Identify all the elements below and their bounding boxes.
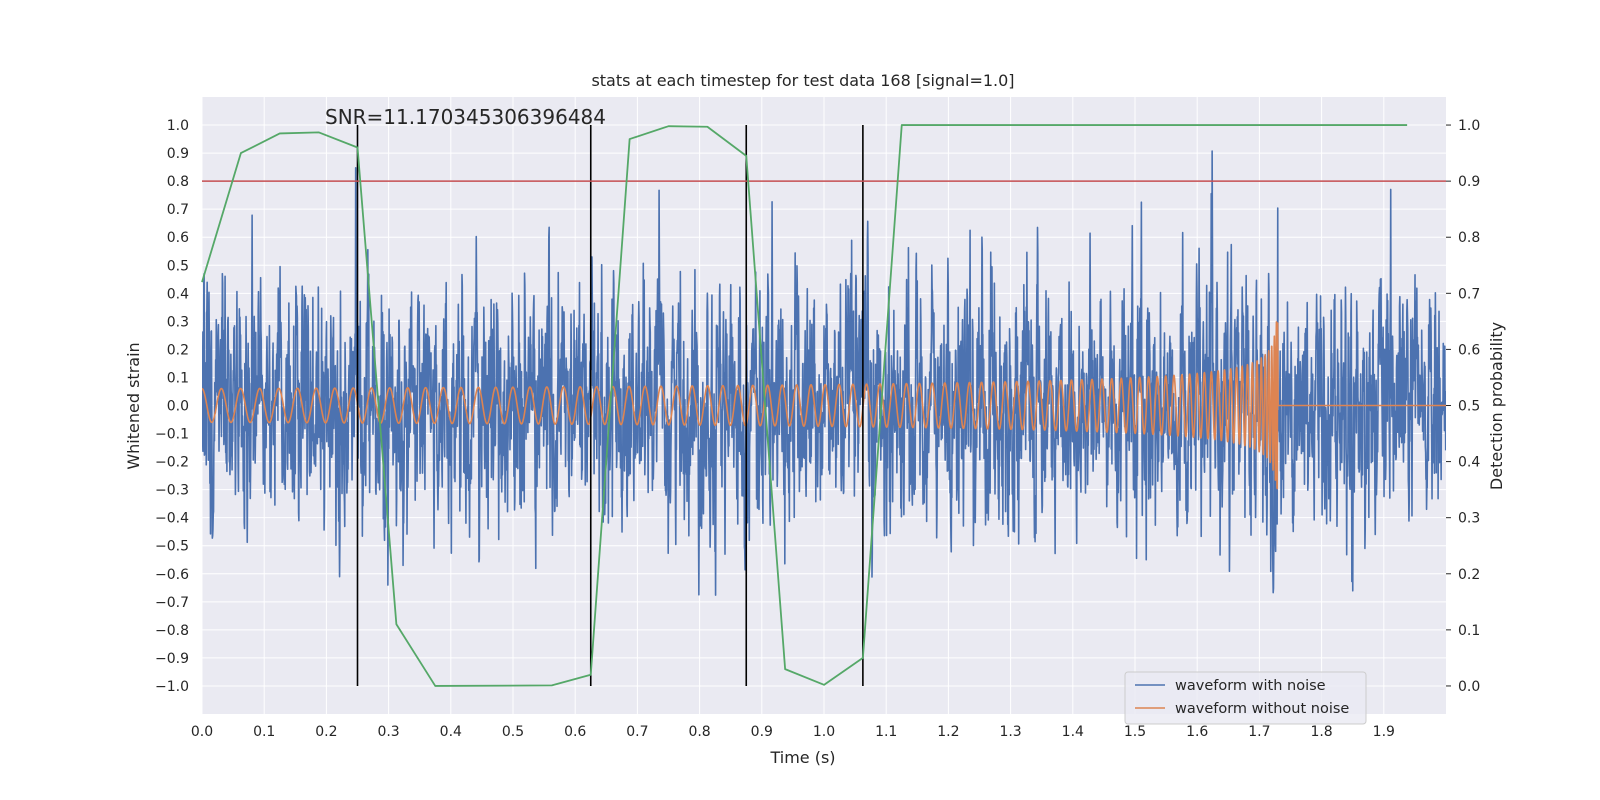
- series-line-waveform-with-noise: [202, 150, 1446, 596]
- vertical-lines: [356, 125, 864, 686]
- y2-axis-label: Detection probability: [1487, 322, 1506, 490]
- x-tick-label: 1.1: [875, 724, 897, 740]
- y2-tick-label: 0.9: [1458, 174, 1480, 190]
- y-tick-label: −1.0: [155, 679, 189, 695]
- y2-tick-label: 0.1: [1458, 623, 1480, 639]
- y-tick-label: 0.4: [167, 286, 189, 302]
- x-tick-label: 0.3: [377, 724, 399, 740]
- series-line-waveform-without-noise: [202, 321, 1446, 490]
- x-tick-label: 0.7: [626, 724, 648, 740]
- y-tick-label: −0.9: [155, 651, 189, 667]
- y-tick-label: −0.7: [155, 595, 189, 611]
- y2-tick-label: 0.0: [1458, 679, 1480, 695]
- x-tick-label: 0.4: [440, 724, 462, 740]
- series-layer: [202, 150, 1446, 596]
- x-tick-label: 1.6: [1186, 724, 1208, 740]
- y-tick-label: 0.3: [167, 314, 189, 330]
- y-tick-label: −0.3: [155, 483, 189, 499]
- x-tick-label: 1.8: [1310, 724, 1332, 740]
- x-tick-label: 0.1: [253, 724, 275, 740]
- series-line-detection-probability: [201, 124, 1408, 687]
- x-tick-label: 0.0: [191, 724, 213, 740]
- chart-title: stats at each timestep for test data 168…: [591, 71, 1014, 90]
- legend-label-clean: waveform without noise: [1175, 701, 1349, 717]
- x-tick-label: 0.8: [688, 724, 710, 740]
- legend-frame: [1124, 671, 1367, 725]
- x-tick-labels: 0.0 0.1 0.2 0.3 0.4 0.5 0.6 0.7 0.8 0.9 1.0 1.1 1.2 1…: [191, 724, 1395, 740]
- snr-annotation: SNR=11.170345306396484: [325, 105, 606, 129]
- y2-tick-label: 0.2: [1458, 567, 1480, 583]
- y-tick-label: −0.2: [155, 455, 189, 471]
- y2-tick-label: 0.5: [1458, 399, 1480, 415]
- y-tick-label: 0.1: [167, 370, 189, 386]
- x-tick-label: 1.3: [999, 724, 1021, 740]
- y-tick-label: 0.2: [167, 342, 189, 358]
- y2-tick-label: 0.7: [1458, 286, 1480, 302]
- probability-layer: [201, 124, 1408, 687]
- x-tick-label: 0.6: [564, 724, 586, 740]
- y-tick-label: −0.1: [155, 427, 189, 443]
- x-tick-label: 0.5: [502, 724, 524, 740]
- x-tick-label: 0.9: [751, 724, 773, 740]
- legend: waveform with noise waveform without noi…: [1124, 671, 1367, 725]
- y2-tick-label: 0.4: [1458, 455, 1480, 471]
- x-tick-label: 1.0: [813, 724, 835, 740]
- y2-tick-label: 0.6: [1458, 342, 1480, 358]
- x-tick-label: 1.2: [937, 724, 959, 740]
- y-tick-label: 0.9: [167, 146, 189, 162]
- y2-tick-labels: 1.0 0.9 0.8 0.7 0.6 0.5 0.4 0.3 0.2 0.1 0.0: [1446, 118, 1480, 695]
- y-axis-label: Whitened strain: [124, 342, 143, 469]
- y-tick-labels: 1.0 0.9 0.8 0.7 0.6 0.5 0.4 0.3 0.2 0.1 0.0 −0.1 −0.…: [155, 118, 189, 695]
- y-tick-label: 0.6: [167, 230, 189, 246]
- legend-label-noise: waveform with noise: [1175, 678, 1326, 694]
- y-tick-label: −0.5: [155, 539, 189, 555]
- x-tick-label: 1.9: [1373, 724, 1395, 740]
- y-tick-label: 0.5: [167, 258, 189, 274]
- x-tick-label: 1.5: [1124, 724, 1146, 740]
- y-tick-label: −0.6: [155, 567, 189, 583]
- x-tick-label: 1.4: [1062, 724, 1084, 740]
- y2-tick-label: 0.8: [1458, 230, 1480, 246]
- y-tick-label: −0.8: [155, 623, 189, 639]
- x-axis-label: Time (s): [769, 748, 835, 767]
- y2-tick-label: 1.0: [1458, 118, 1480, 134]
- x-tick-label: 1.7: [1248, 724, 1270, 740]
- y-tick-label: −0.4: [155, 511, 189, 527]
- y-tick-label: 0.8: [167, 174, 189, 190]
- y2-tick-label: 0.3: [1458, 511, 1480, 527]
- y-tick-label: 0.0: [167, 399, 189, 415]
- y-tick-label: 0.7: [167, 202, 189, 218]
- y-tick-label: 1.0: [167, 118, 189, 134]
- x-tick-label: 0.2: [315, 724, 337, 740]
